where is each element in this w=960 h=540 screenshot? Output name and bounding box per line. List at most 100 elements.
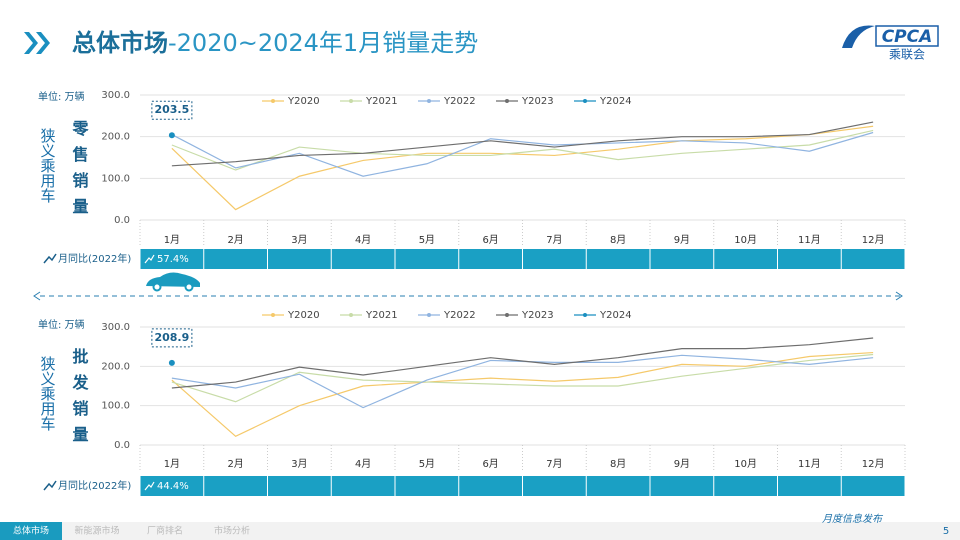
- chart-title: 批发销量: [70, 347, 90, 452]
- series-line: [171, 337, 874, 389]
- value-label-box: [151, 100, 193, 120]
- footer-bar: [0, 522, 960, 540]
- legend-marker: [271, 313, 275, 317]
- y-tick-label: 200.0: [101, 132, 130, 143]
- x-tick-label: 4月: [355, 234, 371, 246]
- legend-marker: [349, 313, 353, 317]
- page-title: 总体市场-2020~2024年1月销量走势: [72, 29, 478, 57]
- x-tick-label: 2月: [227, 458, 243, 470]
- point: [168, 359, 175, 366]
- footer-tab[interactable]: 新能源市场: [74, 525, 119, 537]
- yoy-cell: [714, 476, 777, 496]
- x-tick-label: 2月: [227, 234, 243, 246]
- x-tick-label: 7月: [546, 458, 562, 470]
- footer-tab[interactable]: 市场分析: [214, 525, 250, 537]
- x-tick-label: 3月: [291, 458, 307, 470]
- yoy-icon: [43, 480, 57, 491]
- x-tick-label: 8月: [610, 458, 626, 470]
- logo-sub: 乘联会: [889, 48, 925, 62]
- yoy-cell: [841, 476, 905, 496]
- yoy-cell: [204, 476, 267, 496]
- yoy-cell: [268, 476, 331, 496]
- yoy-cell: [523, 249, 586, 269]
- yoy-cell: [650, 476, 714, 496]
- legend-marker: [505, 313, 509, 317]
- x-tick-label: 11月: [798, 458, 821, 470]
- yoy-cell-icon: [144, 254, 155, 264]
- logo-swoosh: [842, 25, 875, 48]
- x-tick-label: 7月: [546, 234, 562, 246]
- logo-name: CPCA: [882, 27, 933, 47]
- legend-label: Y2021: [365, 96, 398, 107]
- yoy-cell: [841, 249, 905, 269]
- x-tick-label: 1月: [164, 458, 180, 470]
- x-tick-label: 3月: [291, 234, 307, 246]
- footer-tab[interactable]: 厂商排名: [147, 525, 183, 537]
- yoy-cell: [459, 476, 522, 496]
- y-tick-label: 100.0: [101, 173, 130, 184]
- legend-marker: [427, 313, 431, 317]
- yoy-cell: [586, 476, 650, 496]
- y-tick-label: 0.0: [114, 215, 130, 226]
- series-line: [171, 125, 874, 211]
- series-line: [171, 131, 874, 177]
- series-line: [171, 351, 874, 438]
- yoy-cell: [459, 249, 522, 269]
- yoy-label: 月同比(2022年): [58, 479, 131, 492]
- group-label: 狭义乘用车: [39, 356, 57, 431]
- legend-marker: [271, 99, 275, 103]
- footer-active-tab[interactable]: [0, 522, 62, 540]
- series-line: [171, 353, 874, 403]
- x-tick-label: 6月: [482, 458, 498, 470]
- yoy-cell-icon: [144, 481, 155, 491]
- yoy-cell: [140, 476, 204, 496]
- legend-marker: [583, 99, 587, 103]
- series-line: [171, 121, 874, 167]
- logo-box: [875, 25, 939, 47]
- legend-label: Y2023: [521, 96, 554, 107]
- yoy-cell: [523, 476, 586, 496]
- legend-marker: [349, 99, 353, 103]
- yoy-cell: [140, 249, 204, 269]
- yoy-cell: [778, 476, 841, 496]
- unit-label: 单位: 万辆: [38, 318, 85, 331]
- x-tick-label: 5月: [419, 458, 435, 470]
- x-tick-label: 4月: [355, 458, 371, 470]
- car-wheel: [184, 282, 194, 292]
- legend-label: Y2023: [521, 310, 554, 321]
- legend-marker: [583, 313, 587, 317]
- x-tick-label: 10月: [734, 458, 757, 470]
- yoy-cell: [778, 249, 841, 269]
- value-label: 208.9: [154, 331, 189, 344]
- y-tick-label: 300.0: [101, 90, 130, 101]
- unit-label: 单位: 万辆: [38, 90, 85, 103]
- page-number: 5: [943, 526, 949, 537]
- yoy-value: 57.4%: [157, 254, 189, 265]
- car-wheel: [152, 282, 162, 292]
- title-rest: -2020~2024年1月销量走势: [168, 29, 478, 57]
- x-tick-label: 1月: [164, 234, 180, 246]
- x-tick-label: 8月: [610, 234, 626, 246]
- y-tick-label: 300.0: [101, 322, 130, 333]
- x-tick-label: 10月: [734, 234, 757, 246]
- legend-label: Y2022: [443, 96, 476, 107]
- series-line: [171, 129, 874, 171]
- yoy-cell: [714, 249, 777, 269]
- legend-label: Y2024: [599, 310, 632, 321]
- yoy-label: 月同比(2022年): [58, 252, 131, 265]
- chart-title: 零售销量: [70, 120, 90, 224]
- yoy-cell: [586, 249, 650, 269]
- legend-label: Y2022: [443, 310, 476, 321]
- yoy-cell: [395, 476, 459, 496]
- value-label: 203.5: [154, 103, 189, 116]
- x-tick-label: 5月: [419, 234, 435, 246]
- legend-label: Y2021: [365, 310, 398, 321]
- yoy-cell: [331, 249, 395, 269]
- title-chevrons: [24, 32, 50, 54]
- x-tick-label: 9月: [674, 458, 690, 470]
- yoy-cell: [395, 249, 459, 269]
- x-tick-label: 9月: [674, 234, 690, 246]
- footer-tab[interactable]: 总体市场: [13, 525, 49, 537]
